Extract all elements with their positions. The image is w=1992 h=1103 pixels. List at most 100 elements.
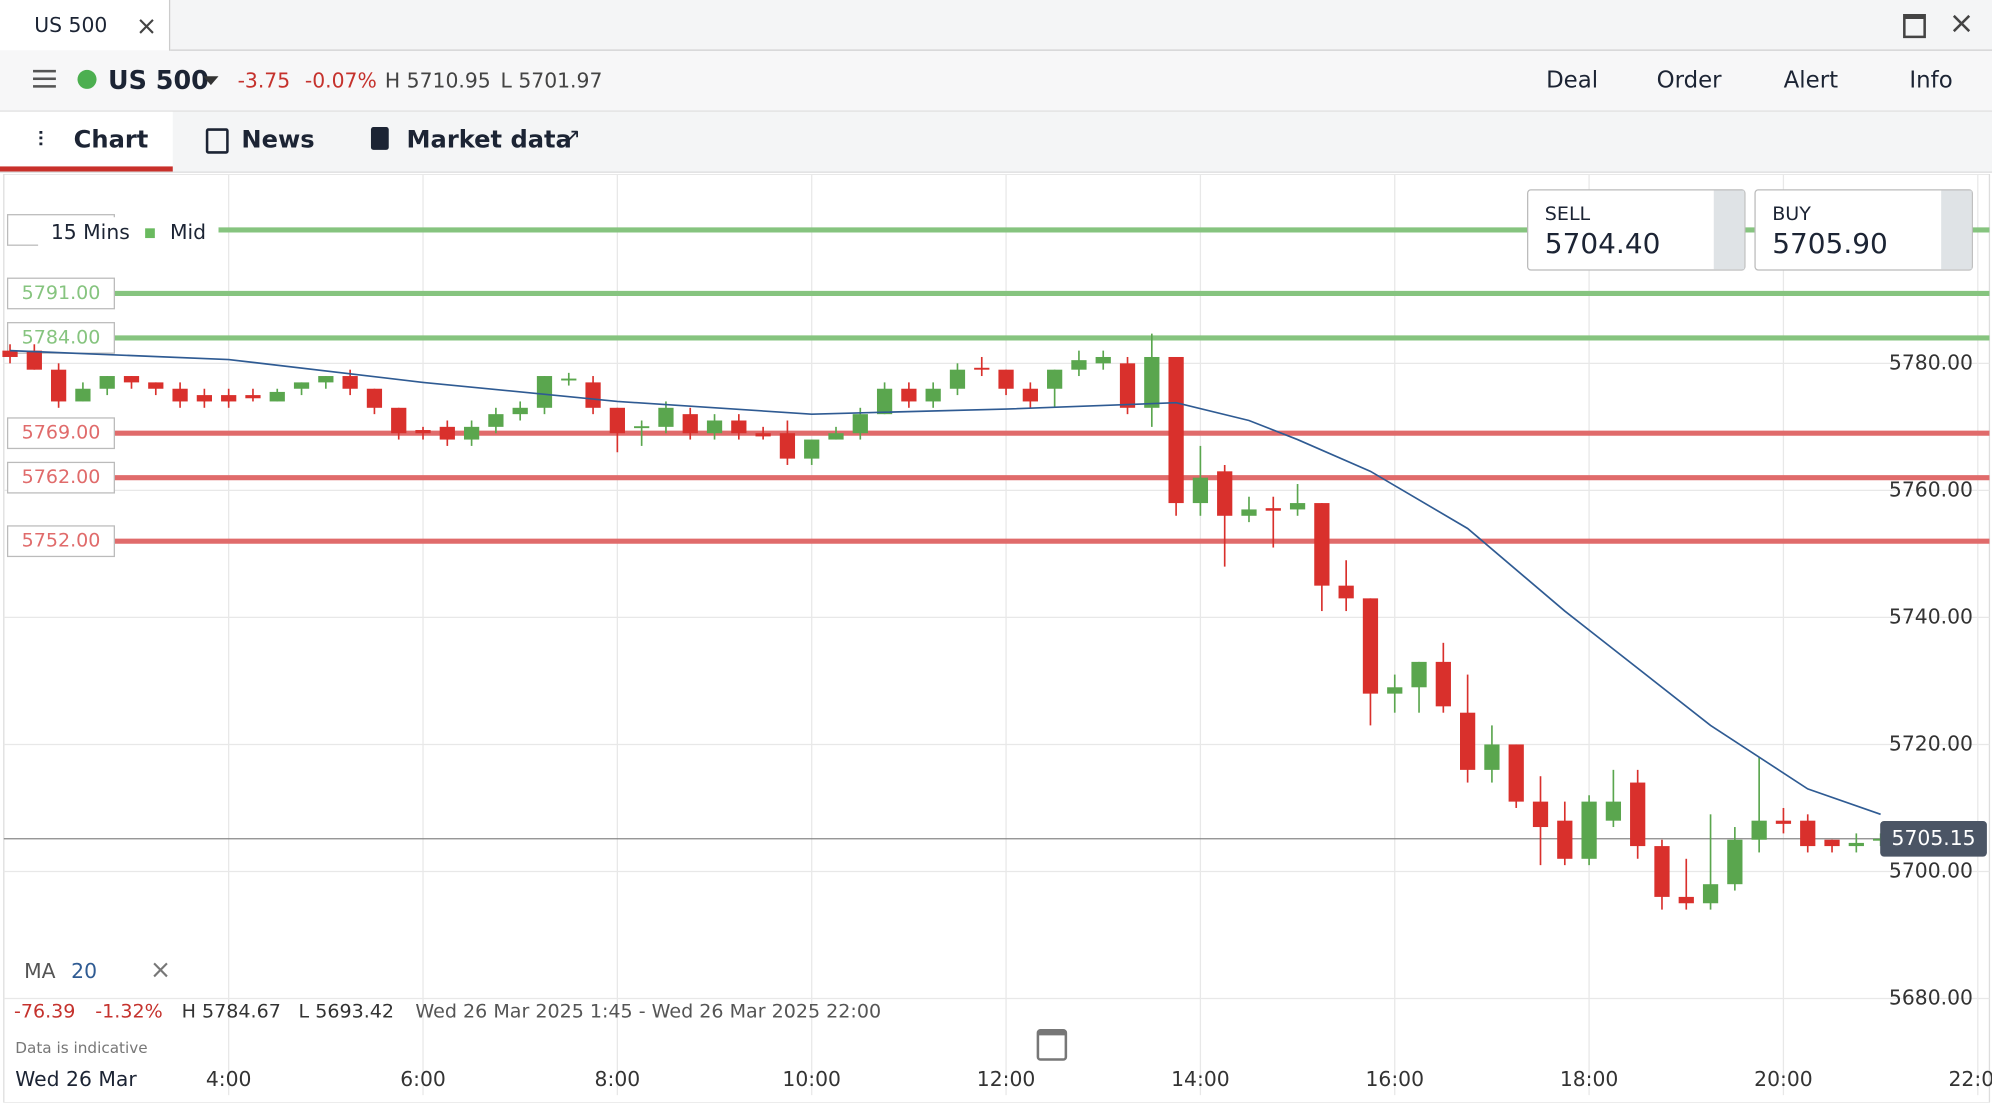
candle-body — [1362, 598, 1379, 694]
y-tick-label: 5680.00 — [1889, 986, 1973, 1010]
window-tab[interactable]: US 500 × — [0, 0, 171, 51]
candle-body — [682, 414, 698, 434]
close-icon[interactable]: × — [135, 10, 158, 41]
candle-body — [974, 367, 990, 370]
candle-body — [391, 407, 407, 434]
candle-body — [1702, 884, 1719, 904]
candle-body — [561, 378, 577, 381]
ma-period: 20 — [71, 959, 98, 984]
candle-body — [75, 388, 91, 402]
candle-body — [366, 388, 383, 408]
x-tick-label: 18:00 — [1560, 1067, 1619, 1091]
candle-body — [755, 433, 771, 437]
sell-box[interactable]: SELL 5704.40 — [1527, 189, 1746, 271]
status-dot — [77, 69, 97, 89]
candle-body — [1071, 360, 1087, 370]
level-label: 5769.00 — [22, 422, 101, 444]
level-label: 5784.00 — [22, 326, 101, 348]
menu-icon[interactable] — [33, 69, 56, 73]
ma-line — [9, 349, 1881, 816]
action[interactable]: Deal — [1546, 67, 1599, 95]
level-label: 5762.00 — [22, 466, 101, 488]
tab[interactable]: Market data — [406, 125, 572, 154]
level-box — [6, 322, 115, 354]
chart: 5680.00 5700.00 5720.00 5740.00 5760.00 5780.… — [2, 174, 1992, 1103]
candle-body — [731, 420, 747, 434]
plot-frame — [3, 174, 1991, 1103]
level-box — [6, 277, 115, 310]
action[interactable]: Alert — [1783, 67, 1839, 95]
candle-body — [50, 369, 67, 402]
calendar-icon[interactable] — [1036, 1029, 1068, 1061]
candle-body — [1217, 471, 1233, 516]
candle-body — [1387, 687, 1403, 694]
action[interactable]: Order — [1656, 67, 1722, 95]
candle-body — [1241, 509, 1257, 516]
x-tick-label: 12:00 — [977, 1067, 1036, 1091]
tab-active[interactable] — [0, 111, 173, 172]
candle-body — [1265, 508, 1281, 511]
close-window[interactable]: × — [1948, 5, 1975, 41]
candle-body — [828, 433, 844, 440]
maximize-icon[interactable] — [1903, 13, 1926, 39]
candle-body — [1848, 842, 1864, 847]
candle-body — [536, 376, 553, 408]
candle-body — [439, 426, 455, 440]
candle-body — [1508, 744, 1524, 802]
data-icon — [370, 127, 389, 150]
instrument-name[interactable]: US 500 — [107, 64, 209, 96]
candle-body — [245, 395, 261, 399]
high: H 5710.95 — [384, 68, 491, 93]
caret[interactable] — [203, 76, 219, 93]
x-tick-label: 10:00 — [782, 1067, 841, 1091]
candle-body — [221, 395, 237, 402]
candle-body — [415, 430, 431, 434]
candle-body — [99, 376, 115, 389]
level-box — [6, 417, 115, 450]
toolbar[interactable]: 15 Mins ■ Mid — [38, 217, 219, 247]
candle-body — [488, 414, 504, 427]
sell-label: SELL — [1544, 201, 1591, 225]
price-tag-label: 5705.15 — [1892, 826, 1976, 850]
level-box — [6, 461, 115, 494]
sell-price: 5704.40 — [1544, 228, 1661, 261]
x-tick-label: 16:00 — [1365, 1067, 1424, 1091]
buy-label: BUY — [1772, 201, 1811, 225]
candle-body — [925, 388, 941, 402]
interval[interactable]: 15 Mins — [50, 219, 130, 244]
candle-body — [463, 426, 480, 440]
buy-box[interactable]: BUY 5705.90 — [1754, 189, 1973, 271]
tab[interactable]: Chart — [73, 125, 149, 154]
candle-body — [1824, 839, 1840, 847]
y-tick-label: 5780.00 — [1889, 350, 1973, 374]
action[interactable]: Info — [1909, 67, 1953, 95]
price-type[interactable]: Mid — [169, 219, 207, 244]
x-tick-label: 14:00 — [1171, 1067, 1230, 1091]
candle-body — [609, 407, 625, 434]
remove-ma[interactable]: × — [149, 954, 172, 985]
x-tick-label: 20:00 — [1754, 1067, 1813, 1091]
candle-body — [1047, 369, 1063, 389]
x-tick-label: 6:00 — [400, 1067, 446, 1091]
candle-body — [148, 382, 164, 389]
current-date: Wed 26 Mar — [15, 1067, 137, 1092]
candle-body — [1751, 820, 1767, 840]
tab[interactable]: News — [241, 125, 315, 154]
range-low: L 5693.42 — [298, 999, 395, 1023]
candle-body — [1630, 782, 1646, 847]
candle-body — [2, 350, 18, 357]
instrument-bar: US 500 -3.75 -0.07% H 5710.95 L 5701.97 … — [0, 50, 1992, 112]
candle-body — [318, 376, 334, 383]
x-tick-label: 22:00 — [1949, 1067, 1992, 1091]
tab-bar: ⫶ Chart News Market data ↗ — [0, 111, 1992, 173]
candle-body — [1654, 846, 1670, 897]
candle-body — [26, 350, 42, 370]
y-tick-label: 5700.00 — [1889, 858, 1973, 882]
candle-body — [512, 407, 528, 415]
range-high: H 5784.67 — [181, 999, 281, 1023]
candle-body — [123, 376, 140, 383]
buy-price: 5705.90 — [1772, 228, 1888, 261]
candle-body — [1022, 388, 1038, 402]
candle-body — [1289, 503, 1306, 510]
candle-body — [1192, 477, 1209, 504]
